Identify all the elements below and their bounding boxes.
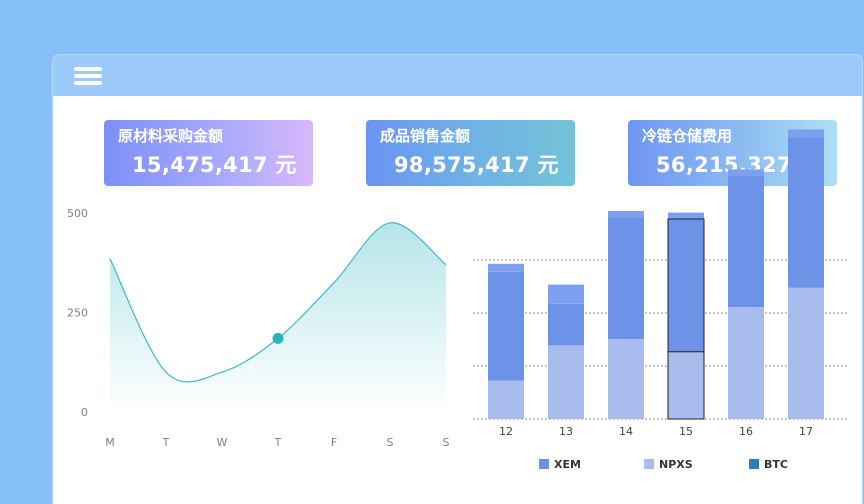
y-tick-label: 500: [67, 207, 88, 220]
bar-npxs: [728, 307, 764, 419]
x-tick-label: 16: [739, 425, 753, 438]
area-fill: [110, 222, 446, 412]
bar-cap: [668, 212, 704, 219]
bar-cap: [488, 263, 524, 272]
bar-cap: [788, 129, 824, 138]
x-tick-label: 13: [559, 425, 573, 438]
x-tick-label: 14: [619, 425, 633, 438]
legend-label: XEM: [554, 458, 581, 471]
x-tick-label: 17: [799, 425, 813, 438]
x-tick-label: 15: [679, 425, 693, 438]
bar-cap: [548, 284, 584, 304]
x-tick-label: T: [274, 436, 282, 449]
bar-npxs: [608, 339, 644, 419]
stat-card-label: 冷链仓储费用: [642, 127, 733, 145]
dashboard-window: 原材料采购金额 15,475,417 元 成品销售金额 98,575,417 元…: [53, 55, 862, 504]
highlight-point: [272, 332, 284, 344]
area-chart: 0 250 500 M T W T F S S 12 13 14 15 16 17 XEM NPXS BTC: [67, 129, 847, 471]
bar-cap: [728, 169, 764, 176]
y-tick-label: 0: [81, 406, 88, 419]
stat-card-label: 原材料采购金额: [118, 127, 224, 145]
x-tick-label: F: [331, 436, 337, 449]
x-tick-label: S: [387, 436, 394, 449]
bar-highlight-outline: [667, 218, 705, 420]
stat-card-value: 15,475,417 元: [132, 153, 297, 177]
bar-cap: [608, 211, 644, 218]
x-tick-label: S: [443, 436, 450, 449]
bar-npxs: [668, 351, 704, 419]
x-tick-label: 12: [499, 425, 513, 438]
legend-label: NPXS: [659, 458, 693, 471]
legend-swatch: [539, 459, 549, 469]
legend-swatch: [644, 459, 654, 469]
hamburger-menu-icon[interactable]: [74, 67, 102, 86]
stat-card-raw-material-purchase: 原材料采购金额 15,475,417 元: [104, 120, 313, 186]
bar-xem: [788, 137, 824, 288]
top-bar: [53, 55, 862, 96]
legend-label: BTC: [764, 458, 788, 471]
stat-card-label: 成品销售金额: [380, 127, 471, 145]
bar-npxs: [788, 287, 824, 419]
legend-swatch: [749, 459, 759, 469]
x-tick-label: T: [162, 436, 170, 449]
bar-xem: [548, 303, 584, 346]
bar-xem: [488, 271, 524, 381]
x-tick-label: M: [105, 436, 115, 449]
x-tick-label: W: [217, 436, 228, 449]
bar-xem: [668, 219, 704, 352]
bar-xem: [728, 175, 764, 307]
stat-card-product-sales: 成品销售金额 98,575,417 元: [366, 120, 575, 186]
y-tick-label: 250: [67, 307, 88, 320]
bar-npxs: [548, 345, 584, 419]
bar-xem: [608, 217, 644, 339]
bar-npxs: [488, 380, 524, 419]
stat-card-value: 98,575,417 元: [394, 153, 559, 177]
